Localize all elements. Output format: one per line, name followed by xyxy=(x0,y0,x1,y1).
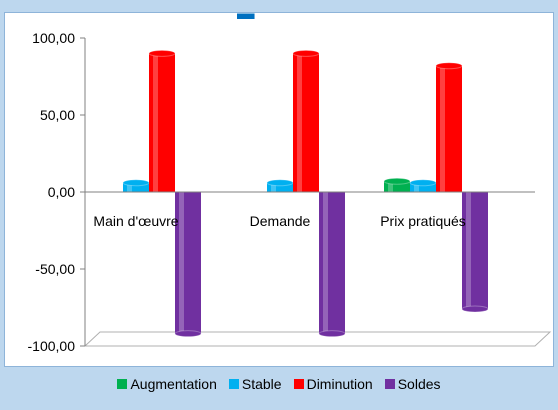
bar-stable xyxy=(410,182,436,192)
bar-cap xyxy=(266,179,294,187)
bar-cap xyxy=(148,49,176,57)
bar-cap xyxy=(318,330,346,338)
y-tick-label: -50,00 xyxy=(35,261,75,277)
bar-augmentation xyxy=(384,181,410,192)
bar-cap xyxy=(461,305,489,313)
plot-area: ▂ 100,00 50,00 0,00 -50,00 -100,00 Main d'œuv… xyxy=(4,0,554,367)
legend-item: Diminution xyxy=(293,376,373,392)
bar-cap xyxy=(383,177,411,185)
bar-stable xyxy=(123,182,149,192)
legend-swatch xyxy=(384,379,395,389)
y-tick-label: 0,00 xyxy=(48,184,75,200)
bar-diminution xyxy=(293,53,319,193)
bar-cap xyxy=(435,62,463,70)
legend-label: Stable xyxy=(241,376,282,392)
legend-swatch xyxy=(228,379,239,389)
legend-item: Augmentation xyxy=(117,376,217,392)
bar-highlight xyxy=(323,192,328,334)
bar-highlight xyxy=(297,53,302,193)
bar-highlight xyxy=(153,53,158,193)
bar-soldes xyxy=(319,192,345,334)
y-tick-label: -100,00 xyxy=(28,338,76,354)
legend-label: Augmentation xyxy=(130,376,217,392)
legend-swatch xyxy=(293,379,304,389)
category-label: Prix pratiqués xyxy=(380,213,466,229)
bar-soldes xyxy=(462,192,488,310)
bar-cap xyxy=(292,49,320,57)
bar-cap xyxy=(409,179,437,187)
bar-highlight xyxy=(388,181,393,192)
legend-swatch xyxy=(117,379,128,389)
bar-diminution xyxy=(149,53,175,193)
bar-highlight xyxy=(179,192,184,334)
bar-highlight xyxy=(466,192,471,310)
legend-label: Diminution xyxy=(306,376,373,392)
legend-label: Soldes xyxy=(397,376,441,392)
bar-cap xyxy=(174,330,202,338)
bar-stable xyxy=(267,182,293,192)
y-tick-label: 50,00 xyxy=(40,107,75,123)
bar-highlight xyxy=(440,65,445,192)
chart-floor xyxy=(83,331,552,347)
category-label: Main d'œuvre xyxy=(93,213,178,229)
legend-item: Soldes xyxy=(384,376,441,392)
bar-soldes xyxy=(175,192,201,334)
bar-diminution xyxy=(436,65,462,192)
legend-item: Stable xyxy=(228,376,282,392)
chart-title-fragment: ▂ xyxy=(237,0,254,19)
y-tick-label: 100,00 xyxy=(32,30,75,46)
bar-highlight xyxy=(127,182,132,192)
legend: Augmentation Stable Diminution Soldes xyxy=(0,372,558,396)
bar-highlight xyxy=(414,182,419,192)
bar-highlight xyxy=(271,182,276,192)
bar-cap xyxy=(122,179,150,187)
bar-chart: 100,00 50,00 0,00 -50,00 -100,00 Main d'œuvre… xyxy=(28,30,552,354)
category-label: Demande xyxy=(250,213,311,229)
